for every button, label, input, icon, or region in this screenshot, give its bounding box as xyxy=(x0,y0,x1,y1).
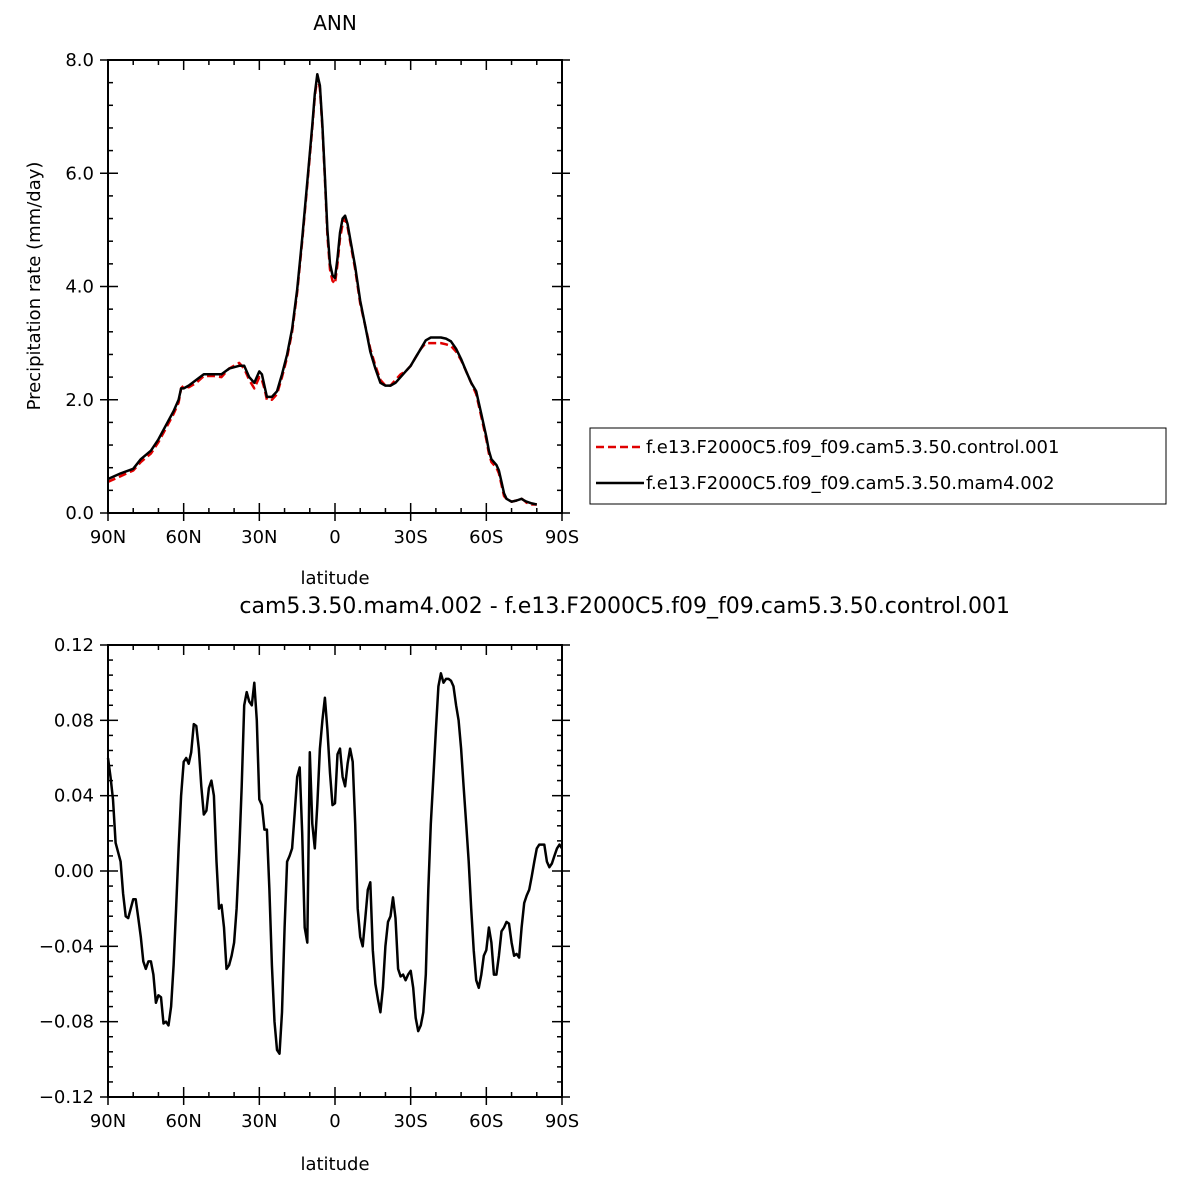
legend-label-mam4: f.e13.F2000C5.f09_f09.cam5.3.50.mam4.002 xyxy=(646,473,1055,494)
y-tick-label: −0.08 xyxy=(39,1012,94,1033)
precipitation-chart: ANN Precipitation rate (mm/day) latitude… xyxy=(24,11,579,589)
x-tick-label: 30N xyxy=(241,527,277,548)
x-tick-label: 90S xyxy=(545,527,579,548)
x-tick-label: 60S xyxy=(469,527,503,548)
x-tick-label: 90S xyxy=(545,1111,579,1132)
x-tick-label: 60N xyxy=(165,1111,201,1132)
legend-box xyxy=(589,427,1167,505)
y-tick-label: 2.0 xyxy=(65,390,94,411)
x-tick-label: 30S xyxy=(393,1111,427,1132)
x-tick-label: 90N xyxy=(90,527,126,548)
difference-chart-title: cam5.3.50.mam4.002 - f.e13.F2000C5.f09_f… xyxy=(239,594,1010,619)
y-tick-label: 6.0 xyxy=(65,163,94,184)
y-tick-label: 0.12 xyxy=(54,635,94,656)
y-axis-label: Precipitation rate (mm/day) xyxy=(24,162,45,411)
plot-frame xyxy=(107,59,563,514)
x-tick-label: 30N xyxy=(241,1111,277,1132)
legend-label-control: f.e13.F2000C5.f09_f09.cam5.3.50.control.… xyxy=(646,437,1059,458)
chart-title: ANN xyxy=(313,11,357,35)
y-tick-label: 0.0 xyxy=(65,503,94,524)
plot-area-bottom: 90N 60N 30N 0 30S 60S 90S −0.12 −0.08 −0.04 0.00 0.… xyxy=(39,635,579,1132)
y-tick-label: −0.04 xyxy=(39,936,94,957)
x-tick-label: 30S xyxy=(393,527,427,548)
y-tick-label: 0.04 xyxy=(54,786,94,807)
y-tick-label: 4.0 xyxy=(65,277,94,298)
x-axis-label: latitude xyxy=(300,568,369,589)
x-tick-label: 90N xyxy=(90,1111,126,1132)
y-tick-label: 0.00 xyxy=(54,861,94,882)
x-tick-label: 0 xyxy=(329,527,340,548)
plot-frame xyxy=(107,644,563,1098)
x-tick-label: 0 xyxy=(329,1111,340,1132)
legend: f.e13.F2000C5.f09_f09.cam5.3.50.control.… xyxy=(589,427,1167,505)
x-tick-label: 60N xyxy=(165,527,201,548)
y-tick-label: −0.12 xyxy=(39,1087,94,1108)
series-line-1 xyxy=(107,72,538,506)
difference-chart: cam5.3.50.mam4.002 - f.e13.F2000C5.f09_f… xyxy=(39,594,1010,1175)
x-tick-label: 60S xyxy=(469,1111,503,1132)
plot-area: 90N 60N 30N 0 30S 60S 90S 0.0 2.0 4.0 6.0 8.0 xyxy=(65,50,579,548)
y-tick-label: 0.08 xyxy=(54,710,94,731)
y-tick-label: 8.0 xyxy=(65,50,94,71)
series-line-0 xyxy=(106,672,564,1055)
x-axis-label-bottom: latitude xyxy=(300,1154,369,1175)
